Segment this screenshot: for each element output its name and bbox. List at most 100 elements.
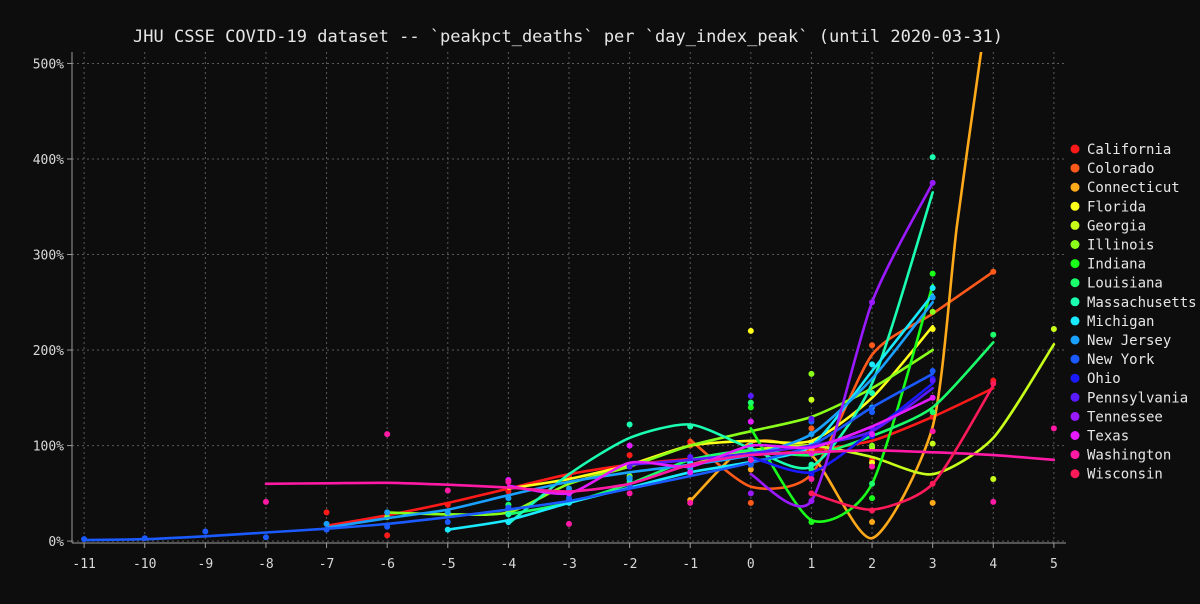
data-point-california xyxy=(384,532,391,539)
legend-marker xyxy=(1070,469,1080,479)
data-point-new-york xyxy=(262,534,269,541)
data-point-new-jersey xyxy=(444,509,451,516)
data-point-texas xyxy=(747,418,754,425)
data-point-washington xyxy=(808,475,815,482)
legend-label: Indiana xyxy=(1087,257,1146,273)
data-point-pennsylvania xyxy=(808,415,815,422)
data-point-indiana xyxy=(869,495,876,502)
data-point-new-york xyxy=(566,495,572,502)
legend-item-tennessee: Tennessee xyxy=(1070,409,1163,425)
legend-item-new-york: New York xyxy=(1070,352,1155,368)
x-tick-label: 0 xyxy=(747,557,755,572)
data-point-colorado xyxy=(869,342,876,349)
legend-label: Florida xyxy=(1087,199,1146,215)
data-point-new-york xyxy=(929,368,936,375)
data-point-wisconsin xyxy=(869,507,876,514)
data-point-illinois xyxy=(929,308,936,315)
legend-marker xyxy=(1070,392,1080,402)
data-point-washington xyxy=(869,463,876,470)
data-point-florida xyxy=(747,327,754,334)
legend-marker xyxy=(1070,201,1080,211)
data-point-new-york xyxy=(505,504,512,511)
series-indiana xyxy=(747,270,936,525)
x-tick-label: -1 xyxy=(682,557,698,572)
series-line-ohio xyxy=(749,382,934,474)
data-point-indiana xyxy=(747,404,754,411)
grid xyxy=(72,52,1066,543)
legend-label: Tennessee xyxy=(1087,409,1163,425)
legend-marker xyxy=(1070,450,1080,460)
data-point-washington xyxy=(505,478,512,485)
data-point-illinois xyxy=(808,370,815,377)
data-point-new-jersey xyxy=(384,509,391,516)
data-point-tennessee xyxy=(869,299,876,306)
legend-marker xyxy=(1070,316,1080,326)
data-point-louisiana xyxy=(747,399,754,406)
legend-label: California xyxy=(1087,142,1171,158)
x-tick-label: -5 xyxy=(440,557,456,572)
data-point-pennsylvania xyxy=(929,377,936,384)
legend-marker xyxy=(1070,220,1080,230)
legend-marker xyxy=(1070,259,1080,269)
legend-item-illinois: Illinois xyxy=(1070,238,1154,254)
y-tick-label: 200% xyxy=(33,344,64,359)
data-point-georgia xyxy=(929,440,936,447)
data-point-tennessee xyxy=(929,179,936,186)
legend-item-washington: Washington xyxy=(1070,448,1171,464)
legend-label: Michigan xyxy=(1087,314,1154,330)
data-point-massachusetts xyxy=(687,423,694,430)
legend-label: New Jersey xyxy=(1087,333,1171,349)
data-point-california xyxy=(323,509,330,516)
data-point-new-jersey xyxy=(626,475,633,482)
data-point-washington xyxy=(747,456,754,463)
data-point-texas xyxy=(687,469,694,476)
series-washington xyxy=(262,425,1057,527)
data-point-washington xyxy=(566,520,572,527)
legend-label: Pennsylvania xyxy=(1087,390,1188,406)
x-tick-label: -10 xyxy=(133,557,156,572)
data-point-pennsylvania xyxy=(687,454,694,461)
series-georgia xyxy=(688,326,1057,482)
x-tick-label: -6 xyxy=(379,557,395,572)
legend-item-michigan: Michigan xyxy=(1070,314,1154,330)
data-point-new-york xyxy=(384,523,391,530)
legend-marker xyxy=(1070,144,1080,154)
data-point-washington xyxy=(990,498,997,505)
data-point-texas xyxy=(626,442,633,449)
data-point-washington xyxy=(444,487,451,494)
legend-item-california: California xyxy=(1070,142,1171,158)
legend-item-pennsylvania: Pennsylvania xyxy=(1070,390,1188,406)
data-point-colorado xyxy=(747,499,754,506)
data-point-california xyxy=(626,452,633,459)
data-point-michigan xyxy=(444,526,451,533)
x-tick-label: -3 xyxy=(561,557,577,572)
legend-label: Illinois xyxy=(1087,238,1154,254)
x-tick-label: 3 xyxy=(929,557,937,572)
data-point-georgia xyxy=(1050,326,1057,333)
data-point-new-jersey xyxy=(505,495,512,502)
data-point-california xyxy=(444,501,451,508)
data-point-colorado xyxy=(808,425,815,432)
data-point-new-york xyxy=(444,518,451,525)
legend-item-florida: Florida xyxy=(1070,199,1146,215)
legend-label: Ohio xyxy=(1087,371,1121,387)
y-tick-label: 400% xyxy=(33,153,64,168)
y-tick-label: 300% xyxy=(33,249,64,264)
data-point-indiana xyxy=(808,518,815,525)
legend-label: New York xyxy=(1087,352,1155,368)
legend: California Colorado Connecticut Florida Geor… xyxy=(1070,142,1197,483)
data-point-colorado xyxy=(990,268,997,275)
data-point-new-jersey xyxy=(808,431,815,438)
legend-label: Wisconsin xyxy=(1087,467,1163,483)
data-point-georgia xyxy=(808,396,815,403)
legend-item-louisiana: Louisiana xyxy=(1070,276,1163,292)
data-point-new-york xyxy=(141,535,148,542)
legend-label: Georgia xyxy=(1087,218,1146,234)
x-tick-label: -4 xyxy=(501,557,517,572)
data-point-washington xyxy=(384,431,391,438)
legend-item-connecticut: Connecticut xyxy=(1070,180,1180,196)
x-tick-label: -11 xyxy=(72,557,95,572)
legend-label: Louisiana xyxy=(1087,276,1163,292)
legend-marker xyxy=(1070,163,1080,173)
